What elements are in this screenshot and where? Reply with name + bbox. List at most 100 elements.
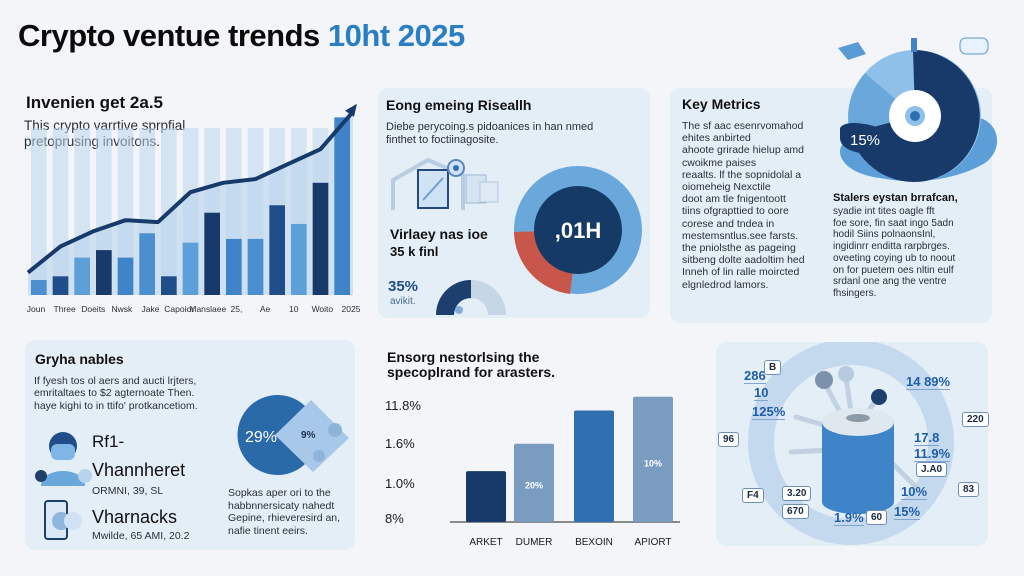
outer-ring <box>748 342 954 545</box>
bar <box>74 257 90 295</box>
graph-card: Gryha nables If fyesh tos ol aers and au… <box>25 340 355 550</box>
gauge-chart <box>436 280 506 315</box>
metrics-body-line: ehites anbirted <box>682 132 751 145</box>
investment-card: Invenien get 2a.5 This crypto varrtive s… <box>18 88 363 323</box>
bar-chart-heading-line: Ensorg nestorlsing the <box>387 349 540 365</box>
metrics-body-line: Inneh of lin ralle moircted <box>682 266 800 279</box>
bar-bg <box>117 128 134 295</box>
y-tick-label: 1.6% <box>385 436 415 451</box>
bar-chart: 8% 1.0% 1.6% 11.8% ARKET 20% DUMER BEXOIN 10% API… <box>385 396 680 548</box>
bar-chart-card: Ensorg nestorlsing the specoplrand for a… <box>380 340 680 560</box>
metrics-subheading: Stalers eystan brrafcan, <box>833 192 958 204</box>
bar <box>204 212 220 295</box>
metrics-body-line: mestemsntlus.see farsts. <box>682 229 799 242</box>
bar <box>334 117 350 295</box>
trend-line <box>26 110 355 275</box>
bar <box>269 205 285 295</box>
metrics-body-line: doot am tle fnigentoott <box>682 193 786 206</box>
ring-value-label: 15% <box>894 504 921 520</box>
graph-caption-line: nafie tinent eeirs. <box>228 524 308 537</box>
graph-body-line: If fyesh tos ol aers and aucti lrjters, <box>34 375 197 387</box>
x-tick-label: Capoior <box>164 304 194 314</box>
gauge-value: 35% <box>388 278 419 295</box>
metrics-body-line: the pniolsthe as pageing <box>682 242 796 255</box>
pie-main-label: 29% <box>245 429 277 446</box>
research-body-line: finthet to foctiinagosite. <box>386 133 499 146</box>
x-tick-label: BEXOIN <box>575 537 613 548</box>
metrics-sub-line: syadie int tites oagle fft <box>833 206 935 217</box>
gauge-caption: avikit. <box>390 296 416 307</box>
bar <box>182 242 199 295</box>
metrics-body-line: tiins ofgrapttied to oore <box>682 205 789 218</box>
donut-segment-navy <box>850 49 980 182</box>
metrics-body-line: cwoikme paises <box>682 156 757 169</box>
ring-value-label: 14 89% <box>906 374 951 390</box>
person-avatar-icon <box>35 432 92 486</box>
graph-heading: Gryha nables <box>35 351 124 367</box>
person1-name-b: Vhannheret <box>92 460 186 480</box>
graph-pie-chart: 29% 9% <box>237 395 349 475</box>
metrics-body-line: ahoote grirade hielup amd <box>682 144 805 157</box>
x-tick-label: DUMER <box>516 537 553 548</box>
x-tick-label: Joun <box>27 304 46 314</box>
ring-value-label: 11.9% <box>914 446 951 462</box>
metrics-body-line: reaalts. lf the sopnidolal a <box>682 168 802 181</box>
ring-tag: J.A0 <box>916 462 948 477</box>
donut-percent-label: 15% <box>850 132 880 149</box>
ring-card: 14 89% 17.8 11.9% 10% 15% 1.9% 125% 10 286 B 220 96… <box>716 342 989 546</box>
person2-name: Vharnacks <box>92 507 178 527</box>
ring-value-label: 10 <box>754 385 769 401</box>
x-tick-label: APIORT <box>634 537 671 548</box>
bar-data-label: 20% <box>525 481 543 491</box>
bar <box>52 276 69 295</box>
ring-tag: 670 <box>782 504 809 519</box>
graph-caption-line: Sopkas aper ori to the <box>228 487 331 499</box>
ring-tag: B <box>764 360 782 375</box>
metrics-body-line: sitbeng dolte aadoltim hed <box>682 254 805 267</box>
pie-small-label: 9% <box>301 430 316 441</box>
metrics-sub-body: syadie int tites oagle fft foe sore, fin … <box>833 206 983 300</box>
research-donut: ,01H <box>514 166 642 294</box>
title-accent: 10ht 2025 <box>327 18 465 53</box>
ring-tag: 83 <box>958 482 980 497</box>
graph-caption-line: habbnnersicaty nahedt <box>228 499 335 512</box>
message-icon <box>959 37 989 55</box>
bar-bg <box>74 128 90 295</box>
title-main: Crypto ventue trends <box>18 18 320 53</box>
metrics-sub-line: foe sore, fin saat ingo 5adn <box>833 217 954 229</box>
bar <box>291 223 307 295</box>
graph-body-line: emritaltaes to $2 agternoate Then. <box>34 387 195 400</box>
bar <box>247 238 264 295</box>
person1-meta: ORMNI, 39, SL <box>92 485 164 497</box>
research-stat-sub: 35 k finl <box>390 244 439 259</box>
research-body-line: Diebe perycoing.s pidoanices in han nmed <box>386 121 594 133</box>
lab-equipment-illustration <box>391 157 499 210</box>
ring-tag: 60 <box>866 510 888 525</box>
bar-data-label: 10% <box>644 459 662 469</box>
metrics-sub-line: ingidinrr enditta rarpbrges. <box>833 241 950 253</box>
ring-value-label: 125% <box>752 404 786 420</box>
bar <box>139 233 155 295</box>
y-tick-label: 8% <box>385 511 404 526</box>
bar <box>31 280 47 295</box>
page-title: Crypto ventue trends 10ht 2025 <box>18 18 465 54</box>
research-body: Diebe perycoing.s pidoanices in han nmed… <box>386 121 593 147</box>
bar <box>312 182 329 295</box>
x-tick-label: Woito <box>312 304 334 314</box>
graph-body-line: haye kighi to in ttifo' protkancetiom. <box>34 399 198 412</box>
bar-bg <box>52 128 69 295</box>
phone-icon <box>44 500 82 540</box>
gauge-fill <box>436 280 471 315</box>
metrics-heading: Key Metrics <box>682 96 761 112</box>
metrics-donut: 15% <box>838 37 998 182</box>
x-tick-label: Nwsk <box>112 304 134 314</box>
bar <box>117 257 134 295</box>
pie-slice-small <box>275 400 349 472</box>
bar <box>96 250 112 295</box>
bar-chart-heading-line: specoplrand for arasters. <box>387 364 556 380</box>
ring-value-label: 17.8 <box>914 430 940 446</box>
x-tick-label: Doeits <box>81 304 105 314</box>
pin-icon <box>815 371 833 389</box>
